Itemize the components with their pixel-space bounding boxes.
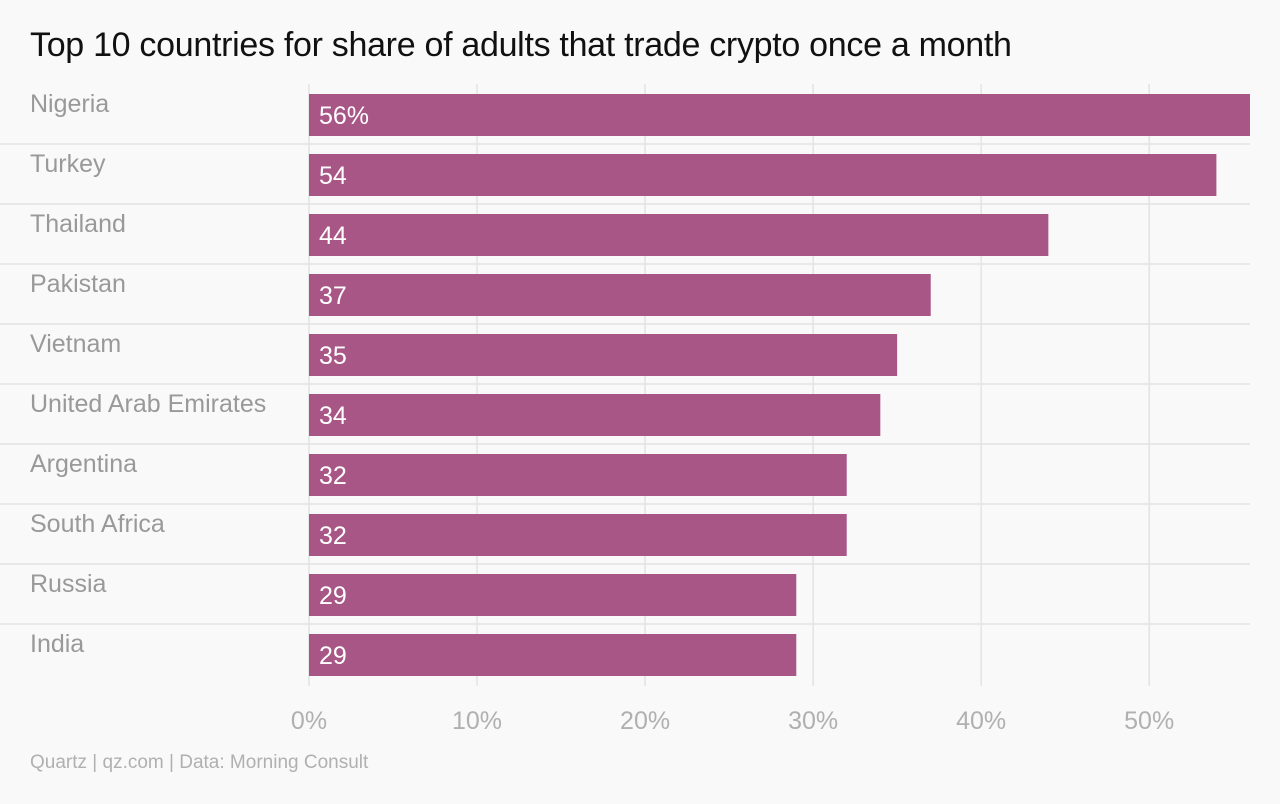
chart-source: Quartz | qz.com | Data: Morning Consult	[30, 752, 369, 773]
x-tick-label: 10%	[452, 707, 502, 735]
bar-value-label: 54	[319, 162, 347, 190]
bar	[309, 274, 931, 316]
x-axis-ticks: 0% 10% 20% 30% 40% 50%	[291, 707, 1174, 735]
category-label: Vietnam	[30, 330, 121, 358]
x-tick-label: 40%	[956, 707, 1006, 735]
bar	[309, 214, 1049, 256]
bar	[309, 634, 797, 676]
bar-value-label: 34	[319, 402, 347, 430]
bar	[309, 334, 898, 376]
row-separators	[0, 143, 1250, 625]
bar	[309, 94, 1250, 136]
bar-value-label: 29	[319, 582, 347, 610]
category-label: India	[30, 630, 84, 658]
category-label: Russia	[30, 570, 107, 598]
bar-value-label: 32	[319, 522, 347, 550]
x-tick-label: 0%	[291, 707, 327, 735]
category-labels: Nigeria Turkey Thailand Pakistan Vietnam Unit…	[30, 90, 266, 658]
category-label: Turkey	[30, 150, 106, 178]
category-label: South Africa	[30, 510, 165, 538]
bar-value-label: 29	[319, 642, 347, 670]
x-tick-label: 20%	[620, 707, 670, 735]
bar-value-label: 32	[319, 462, 347, 490]
bar-value-label: 35	[319, 342, 347, 370]
bars: 56% 54 44 37 35 34 32 32 29 29	[309, 94, 1250, 676]
bar	[309, 394, 881, 436]
bar	[309, 514, 847, 556]
x-tick-label: 50%	[1124, 707, 1174, 735]
chart-title: Top 10 countries for share of adults tha…	[30, 26, 1012, 64]
category-label: Argentina	[30, 450, 137, 478]
bar-value-label: 37	[319, 282, 347, 310]
bar	[309, 154, 1217, 196]
bar-value-label: 56%	[319, 102, 369, 130]
bar	[309, 454, 847, 496]
category-label: United Arab Emirates	[30, 390, 266, 418]
category-label: Pakistan	[30, 270, 126, 298]
category-label: Thailand	[30, 210, 126, 238]
category-label: Nigeria	[30, 90, 109, 118]
bar-value-label: 44	[319, 222, 347, 250]
x-tick-label: 30%	[788, 707, 838, 735]
bar	[309, 574, 797, 616]
